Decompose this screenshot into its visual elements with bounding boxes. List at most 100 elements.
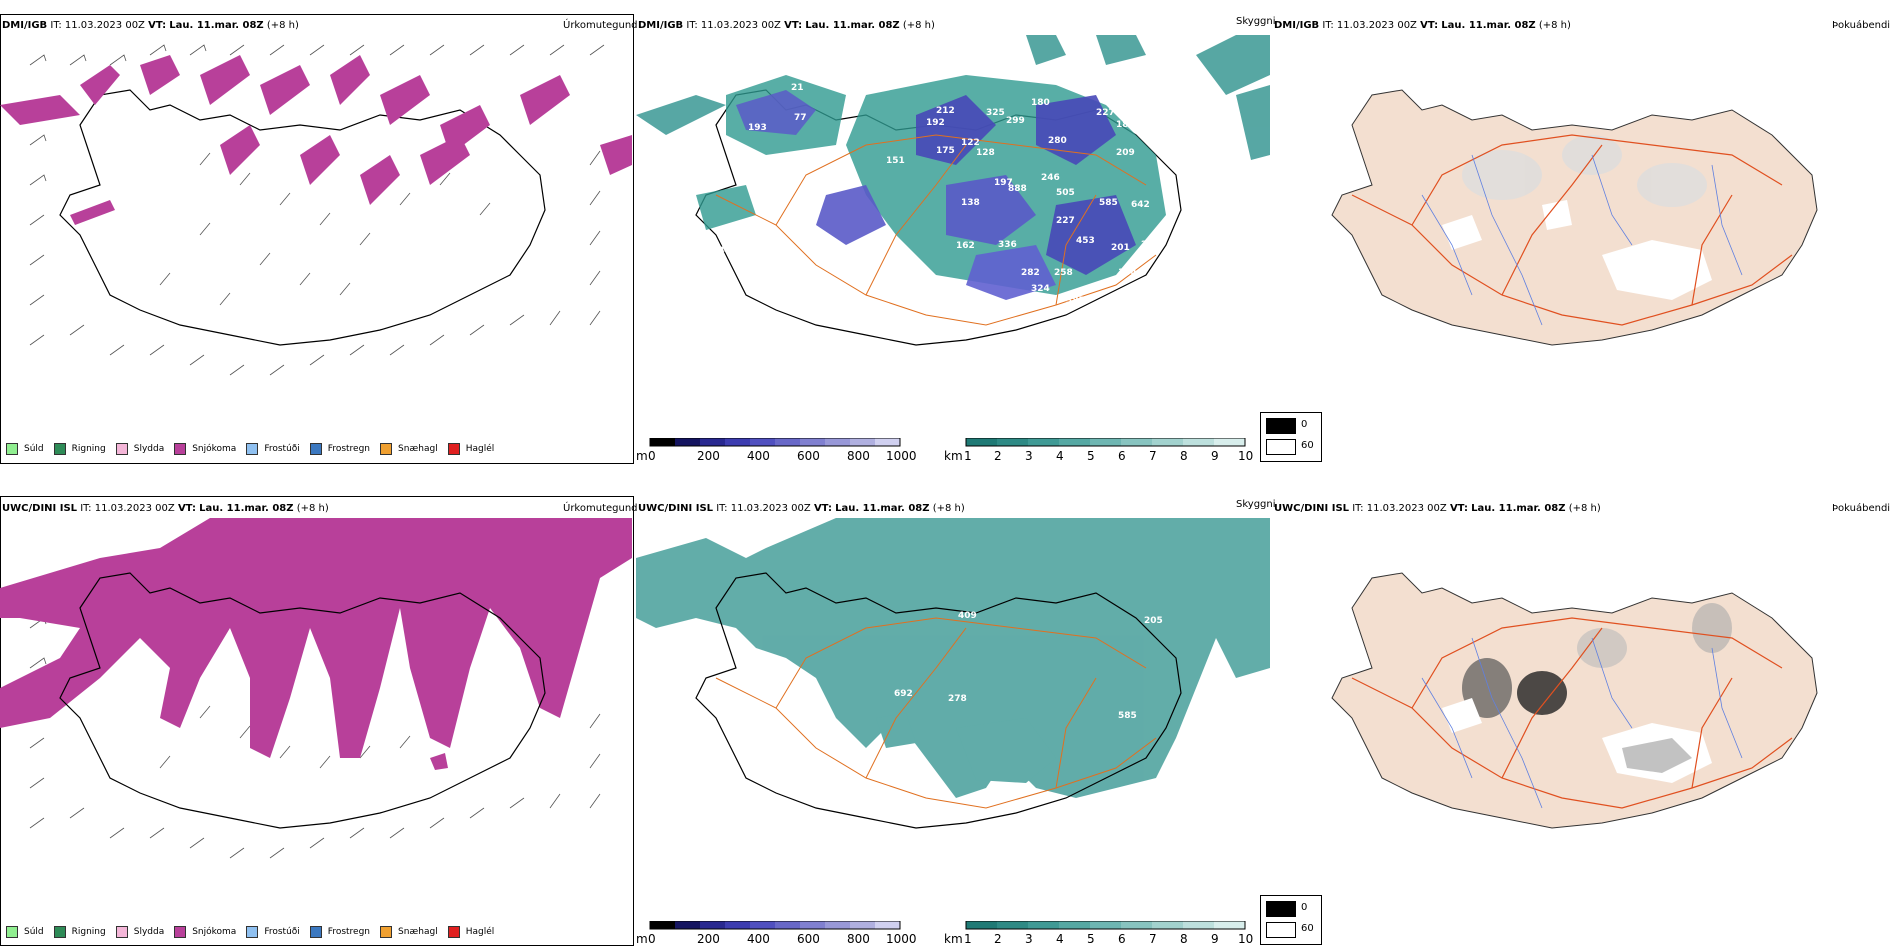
fog-key-label: 60: [1301, 923, 1314, 934]
ceiling-tick: 400: [747, 449, 770, 463]
ceiling-value: 409: [958, 611, 977, 621]
ceiling-value: 205: [1144, 616, 1163, 626]
legend-item: Snjókoma: [174, 443, 236, 455]
ceiling-value: 229: [726, 234, 745, 244]
ceiling-value: 324: [1031, 284, 1050, 294]
vt-label: VT:: [1449, 503, 1468, 514]
panel-title-top-2: DMI/IGB IT: 11.03.2023 00Z VT: Lau. 11.m…: [638, 20, 935, 31]
visibility-tick: 8: [1180, 932, 1188, 946]
ceiling-value: 128: [976, 148, 995, 158]
panel-title-top-3: DMI/IGB IT: 11.03.2023 00Z VT: Lau. 11.m…: [1274, 20, 1571, 31]
fog-key-label: 0: [1301, 419, 1308, 430]
ceiling-tick: 800: [847, 932, 870, 946]
ceiling-value: 192: [926, 118, 945, 128]
visibility-tick: 3: [1025, 449, 1033, 463]
lead-time: (+8 h): [1568, 503, 1601, 514]
iceland-outline: [59, 89, 546, 346]
legend-label: Snæhagl: [398, 927, 438, 937]
legend-label: Frostregn: [327, 444, 371, 454]
init-time: 11.03.2023 00Z: [64, 20, 145, 31]
fog-key-swatch: [1266, 418, 1296, 434]
it-label: IT:: [80, 503, 92, 514]
visibility-tick: 1: [964, 449, 972, 463]
snow-patches: [0, 55, 632, 225]
colorbar-ticks: m 0 200 400 600 800 1000 km 1 2 3 4 5 6 …: [636, 932, 1253, 946]
ceiling-value: 453: [1076, 236, 1095, 246]
legend-swatch: [6, 443, 18, 455]
iceland-land: [1331, 572, 1818, 829]
ceiling-value: 505: [1056, 188, 1075, 198]
legend-label: Haglél: [465, 444, 495, 454]
legend-item: Snæhagl: [380, 443, 438, 455]
wind-barbs: [29, 44, 605, 376]
ceiling-value: 224: [706, 246, 725, 256]
ceiling-value: 571: [1234, 246, 1253, 256]
lead-time: (+8 h): [266, 20, 299, 31]
visibility-colorbar: [965, 921, 1246, 930]
glacier-shading: [1622, 738, 1692, 773]
ceiling-value: 181: [1116, 120, 1135, 130]
valid-time: Lau. 11.mar. 08Z: [805, 20, 900, 31]
it-label: IT:: [1352, 503, 1364, 514]
iceland-outline: [695, 89, 1182, 346]
ceiling-value: 685: [1196, 188, 1215, 198]
init-time: 11.03.2023 00Z: [1336, 20, 1417, 31]
visibility-tick: 10: [1238, 449, 1253, 463]
visibility-tick: 8: [1180, 449, 1188, 463]
legend-item: Haglél: [447, 926, 494, 938]
river-network: [1421, 637, 1743, 809]
panel-title-bottom-2: UWC/DINI ISL IT: 11.03.2023 00Z VT: Lau.…: [638, 503, 965, 514]
iceland-outline: [59, 572, 546, 829]
legend-swatch: [53, 443, 66, 455]
fog-key-swatch: [1266, 922, 1296, 938]
fog-label: Þokuábendi: [1832, 503, 1891, 514]
model-name: DMI/IGB: [1274, 20, 1320, 31]
ceiling-unit: m: [636, 449, 648, 463]
ceiling-value: 888: [1008, 184, 1027, 194]
visibility-tick: 4: [1056, 449, 1064, 463]
legend-label: Slydda: [133, 444, 165, 454]
legend-swatch: [115, 926, 128, 938]
ceiling-value: 164: [1118, 268, 1137, 278]
valid-time: Lau. 11.mar. 08Z: [1471, 503, 1566, 514]
legend-item: Rigning: [53, 926, 106, 938]
ceiling-tick: 400: [747, 932, 770, 946]
legend-label: Súld: [24, 927, 44, 937]
lead-time: (+8 h): [1538, 20, 1571, 31]
fog-key-swatch: [1266, 439, 1296, 455]
ceiling-tick: 200: [697, 932, 720, 946]
vt-label: VT:: [784, 20, 803, 31]
precip-panel-top: DMI/IGB IT: 11.03.2023 00Z VT: Lau. 11.m…: [0, 0, 640, 470]
visibility-tick: 5: [1087, 932, 1095, 946]
ceiling-value: 642: [1131, 200, 1150, 210]
ceiling-value: 246: [1041, 173, 1060, 183]
ceiling-value: 197: [994, 178, 1013, 188]
legend-swatch: [53, 926, 66, 938]
visibility-tick: 7: [1149, 449, 1157, 463]
ceiling-value: 162: [956, 241, 975, 251]
ceiling-clusters: [696, 75, 1166, 300]
precip-label: Úrkomutegund: [563, 503, 638, 514]
legend-swatch: [447, 926, 460, 938]
visibility-panel-top: DMI/IGB IT: 11.03.2023 00Z VT: Lau. 11.m…: [636, 0, 1276, 470]
visibility-label: Skyggni: [1236, 499, 1276, 510]
legend-item: Snjókoma: [174, 926, 236, 938]
ceiling-value: 122: [961, 138, 980, 148]
visibility-tick: 2: [994, 932, 1002, 946]
legend-swatch: [309, 443, 322, 455]
ceiling-tick: 0: [648, 932, 656, 946]
legend-item: Rigning: [53, 443, 106, 455]
legend-swatch: [174, 926, 187, 938]
visibility-colorbar: [965, 438, 1246, 447]
panel-title-bottom-1: UWC/DINI ISL IT: 11.03.2023 00Z VT: Lau.…: [2, 503, 329, 514]
legend-item: Frostúði: [246, 443, 300, 455]
valid-time: Lau. 11.mar. 08Z: [199, 503, 294, 514]
ceiling-value: 585: [1118, 711, 1137, 721]
legend-swatch: [174, 443, 187, 455]
legend-item: Frostregn: [309, 926, 370, 938]
precip-map-top: [0, 44, 632, 376]
precip-map-bottom: [0, 518, 632, 859]
lead-time: (+8 h): [932, 503, 965, 514]
model-name: DMI/IGB: [2, 20, 48, 31]
ceiling-values: 409 205 692 278 585: [894, 611, 1163, 721]
